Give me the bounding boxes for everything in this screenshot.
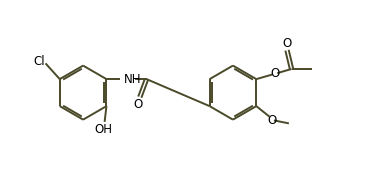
Text: O: O [270,67,279,80]
Text: O: O [134,98,143,111]
Text: NH: NH [124,73,142,86]
Text: O: O [267,114,276,127]
Text: Cl: Cl [33,55,45,68]
Text: OH: OH [95,123,113,136]
Text: O: O [282,37,292,50]
